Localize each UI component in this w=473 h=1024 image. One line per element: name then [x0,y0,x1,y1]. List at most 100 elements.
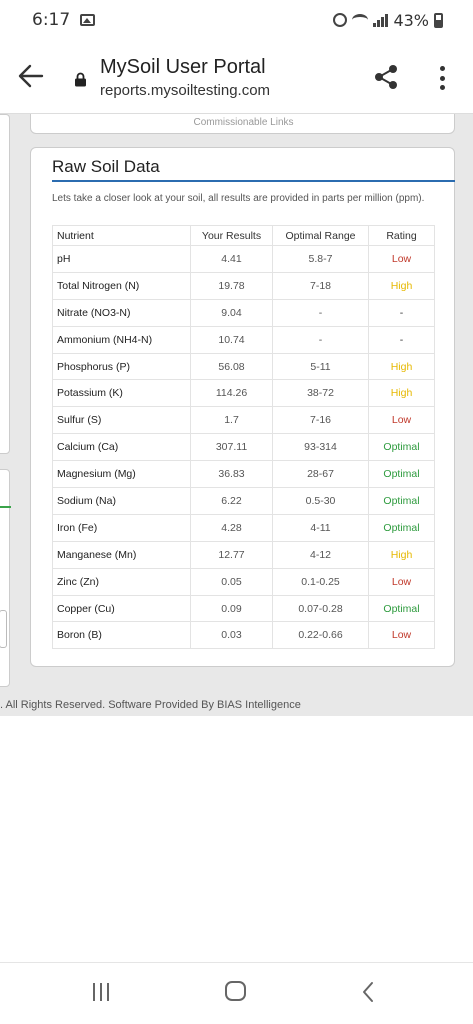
wifi-icon [352,14,369,26]
image-icon [80,14,96,26]
cell-nutrient: Iron (Fe) [52,513,191,542]
cell-rating: Low [368,406,435,435]
cell-rating: High [368,540,435,569]
cell-rating: Low [368,621,435,650]
cell-rating: - [368,298,435,327]
table-row: Potassium (K) 114.26 38-72 High [52,379,435,408]
system-nav-bar [0,962,473,1024]
status-right: 43% [333,11,443,30]
more-vert-icon[interactable] [438,66,446,90]
table-header-row: Nutrient Your Results Optimal Range Rati… [52,225,435,246]
cell-result: 6.22 [190,487,273,515]
cell-range: 0.5-30 [272,487,369,515]
header-range: Optimal Range [272,225,369,246]
table-row: Nitrate (NO3-N) 9.04- - [52,298,435,327]
cell-range: - [272,298,369,327]
cell-result: 56.08 [190,352,273,381]
cell-result: 9.04 [190,298,273,327]
cell-range: - [272,325,369,354]
cell-result: 0.05 [190,567,273,596]
cell-rating: High [368,379,435,408]
cell-nutrient: Copper (Cu) [52,594,191,623]
cell-range: 5.8-7 [272,245,369,273]
signal-icon [373,13,389,27]
cell-range: 4-11 [272,513,369,542]
table-row: Sulfur (S) 1.7 7-16 Low [52,406,435,435]
links-card: Commissionable Links [30,114,455,134]
cell-result: 36.83 [190,460,273,489]
header-results: Your Results [190,225,273,246]
cell-result: 4.28 [190,513,273,542]
cell-nutrient: Total Nitrogen (N) [52,271,191,300]
cell-range: 0.07-0.28 [272,594,369,623]
cell-result: 10.74 [190,325,273,354]
cell-rating: Optimal [368,460,435,489]
cell-result: 0.09 [190,594,273,623]
cell-result: 307.11 [190,433,273,462]
cell-nutrient: Sulfur (S) [52,406,191,435]
card-intro: Lets take a closer look at your soil, al… [52,193,425,204]
footer-copyright: . All Rights Reserved. Software Provided… [0,699,301,711]
table-row: Total Nitrogen (N) 19.78 7-18 High [52,271,435,300]
side-panel-lower [0,469,11,687]
raw-soil-data-card: Raw Soil Data Lets take a closer look at… [30,147,455,667]
table-row: Iron (Fe) 4.28 4-11 Optimal [52,513,435,542]
status-left: 6:17 [32,10,96,30]
cell-nutrient: Manganese (Mn) [52,540,191,569]
page-url[interactable]: reports.mysoiltesting.com [100,82,271,99]
header-nutrient: Nutrient [52,225,191,246]
cell-range: 28-67 [272,460,369,489]
table-row: Magnesium (Mg) 36.83 28-67 Optimal [52,460,435,489]
cell-nutrient: pH [52,245,191,273]
cell-rating: Optimal [368,487,435,515]
cell-rating: High [368,352,435,381]
home-icon[interactable] [225,981,246,1001]
cell-nutrient: Zinc (Zn) [52,567,191,596]
battery-icon [434,12,443,28]
table-row: Phosphorus (P) 56.08 5-11 High [52,352,435,381]
cell-rating: Low [368,567,435,596]
table-row: Manganese (Mn) 12.77 4-12 High [52,540,435,569]
cell-range: 7-18 [272,271,369,300]
cell-result: 19.78 [190,271,273,300]
cell-range: 7-16 [272,406,369,435]
table-row: Calcium (Ca) 307.11 93-314 Optimal [52,433,435,462]
back-icon[interactable] [360,981,376,1003]
cell-rating: High [368,271,435,300]
recent-apps-icon[interactable] [93,983,109,1001]
table-row: Ammonium (NH4-N) 10.74- - [52,325,435,354]
browser-toolbar: MySoil User Portal reports.mysoiltesting… [0,40,473,114]
status-time: 6:17 [32,10,71,30]
cell-result: 12.77 [190,540,273,569]
back-arrow-icon[interactable] [18,63,44,89]
cell-rating: Low [368,245,435,273]
alarm-icon [333,13,348,27]
soil-data-table: Nutrient Your Results Optimal Range Rati… [52,225,435,650]
cell-nutrient: Sodium (Na) [52,487,191,515]
table-row: Zinc (Zn) 0.05 0.1-0.25 Low [52,567,435,596]
cell-range: 0.22-0.66 [272,621,369,650]
cell-result: 0.03 [190,621,273,650]
table-row: pH 4.41 5.8-7 Low [52,245,435,273]
cell-nutrient: Phosphorus (P) [52,352,191,381]
cell-range: 38-72 [272,379,369,408]
share-icon[interactable] [373,64,399,90]
header-rating: Rating [368,225,435,246]
cell-result: 4.41 [190,245,273,273]
cell-nutrient: Nitrate (NO3-N) [52,298,191,327]
cell-nutrient: Potassium (K) [52,379,191,408]
cell-nutrient: Calcium (Ca) [52,433,191,462]
cell-range: 93-314 [272,433,369,462]
lock-icon [75,72,86,87]
cell-nutrient: Ammonium (NH4-N) [52,325,191,354]
table-row: Sodium (Na) 6.22 0.5-30 Optimal [52,487,435,515]
cell-rating: Optimal [368,594,435,623]
side-panel [0,114,10,454]
page-title[interactable]: MySoil User Portal [100,56,266,78]
table-row: Copper (Cu) 0.09 0.07-0.28 Optimal [52,594,435,623]
cell-result: 114.26 [190,379,273,408]
commissionable-links[interactable]: Commissionable Links [193,117,294,128]
battery-percent: 43% [393,10,429,30]
title-divider [52,180,455,182]
cell-nutrient: Magnesium (Mg) [52,460,191,489]
